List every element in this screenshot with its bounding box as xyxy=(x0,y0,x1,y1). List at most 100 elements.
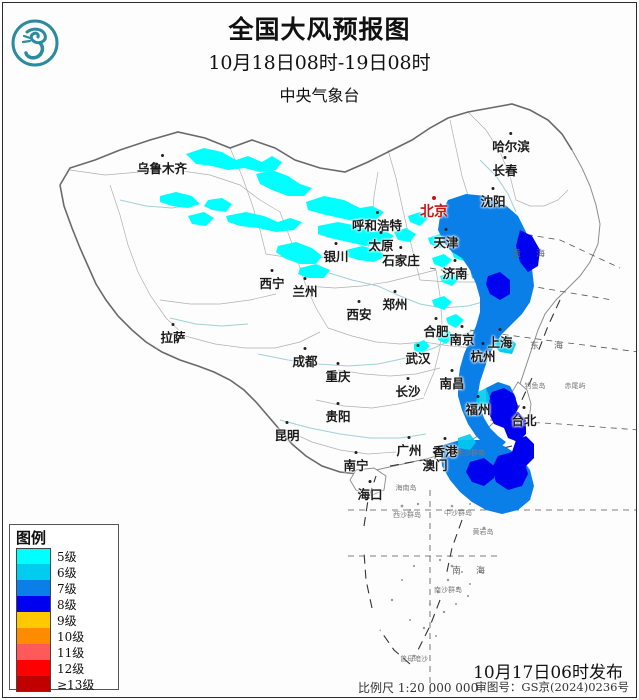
city-label: 拉萨 xyxy=(160,323,186,346)
map-title: 全国大风预报图 xyxy=(228,15,411,44)
city-name: 西安 xyxy=(346,307,372,322)
city-label: 成都 xyxy=(292,347,318,370)
city-marker-dot xyxy=(503,156,507,159)
city-label: 台北 xyxy=(511,406,537,429)
sea-feature-label: 南沙群岛 xyxy=(434,586,462,594)
issue-time: 10月17日06时发布 xyxy=(473,663,623,683)
city-marker-dot xyxy=(357,300,361,303)
city-label: 重庆 xyxy=(325,362,351,385)
city-marker-dot xyxy=(498,328,502,331)
city-label: 哈尔滨 xyxy=(492,132,530,155)
city-name: 福州 xyxy=(465,402,491,417)
city-name: 台北 xyxy=(511,413,537,428)
city-name: 海口 xyxy=(357,487,383,502)
city-marker-dot xyxy=(171,323,175,326)
city-label: 上海 xyxy=(487,328,513,351)
city-marker-dot xyxy=(160,154,164,157)
city-marker-dot xyxy=(334,242,338,245)
sea-feature-label: 海南岛 xyxy=(395,484,417,492)
legend-color-swatch xyxy=(16,548,51,564)
legend-label: 8级 xyxy=(57,597,77,612)
city-name: 石家庄 xyxy=(382,253,420,268)
city-name: 澳门 xyxy=(422,458,448,473)
city-label: 长沙 xyxy=(395,377,421,400)
legend-label: 12级 xyxy=(57,661,85,676)
legend-color-swatch xyxy=(16,580,51,596)
city-marker-dot xyxy=(285,421,289,424)
city-marker-dot xyxy=(354,451,358,454)
city-label: 海口 xyxy=(357,480,383,503)
city-name: 武汉 xyxy=(405,351,431,366)
city-marker-dot xyxy=(406,377,410,380)
legend-row: 7级 xyxy=(16,580,94,596)
national-boundary xyxy=(59,103,573,475)
city-name: 北京 xyxy=(420,204,448,220)
city-name: 郑州 xyxy=(382,297,408,312)
sea-feature-label: 东沙群岛 xyxy=(457,449,485,457)
city-label: 杭州 xyxy=(470,342,496,365)
city-marker-dot xyxy=(481,342,485,345)
city-label: 南京 xyxy=(449,325,475,348)
map-scale: 比例尺 1:20 000 000 xyxy=(358,681,479,695)
legend-row: 8级 xyxy=(16,596,94,612)
city-label: 郑州 xyxy=(382,290,408,313)
city-name: 天津 xyxy=(433,235,459,250)
sea-feature-label: 南 海 xyxy=(451,566,489,577)
city-marker-dot xyxy=(509,132,513,135)
city-name: 长春 xyxy=(492,163,518,178)
sea-feature-label: 中沙群岛 xyxy=(444,509,472,517)
city-name: 昆明 xyxy=(274,428,300,443)
city-name: 济南 xyxy=(442,266,468,281)
city-name: 兰州 xyxy=(292,284,318,299)
city-label: 南宁 xyxy=(343,451,369,474)
city-label: 天津 xyxy=(433,228,459,251)
city-name: 成都 xyxy=(292,354,318,369)
legend-color-swatch xyxy=(16,564,51,580)
sea-feature-label: 曾母暗沙 xyxy=(400,655,428,663)
city-marker-dot xyxy=(336,402,340,405)
city-name: 拉萨 xyxy=(160,330,186,345)
approval-number: 审图号：GS京(2024)0236号 xyxy=(475,680,629,694)
city-name: 合肥 xyxy=(423,324,449,339)
legend-row: 11级 xyxy=(16,644,94,660)
city-name: 杭州 xyxy=(470,349,496,364)
city-marker-dot xyxy=(432,196,436,200)
city-label: 西宁 xyxy=(259,269,285,292)
city-label: 广州 xyxy=(396,436,422,459)
legend-row: 6级 xyxy=(16,564,94,580)
city-marker-dot xyxy=(379,231,383,234)
city-label: 银川 xyxy=(323,242,349,265)
city-marker-dot xyxy=(434,317,438,320)
sea-feature-label: 西沙群岛 xyxy=(393,511,421,519)
legend-row: ≥13级 xyxy=(16,676,94,692)
city-name: 南京 xyxy=(449,332,475,347)
city-marker-dot xyxy=(303,277,307,280)
city-name: 贵阳 xyxy=(325,409,351,424)
city-label: 北京 xyxy=(420,196,448,221)
city-name: 广州 xyxy=(396,443,422,458)
cma-dragon-logo xyxy=(10,14,60,72)
city-label: 呼和浩特 xyxy=(352,211,402,234)
city-marker-dot xyxy=(460,325,464,328)
wind-area-level-5 xyxy=(160,148,476,354)
city-marker-dot xyxy=(433,451,437,454)
city-label: 福州 xyxy=(465,395,491,418)
city-label: 济南 xyxy=(442,259,468,282)
city-name: 西宁 xyxy=(259,276,285,291)
forecast-period: 10月18日08时-19日08时 xyxy=(208,52,431,74)
legend-row: 5级 xyxy=(16,548,94,564)
city-marker-dot xyxy=(453,259,457,262)
issuing-organization: 中央气象台 xyxy=(279,86,360,105)
city-label: 西安 xyxy=(346,300,372,323)
city-label: 石家庄 xyxy=(382,246,420,269)
city-marker-dot xyxy=(443,437,447,440)
city-marker-dot xyxy=(399,246,403,249)
legend-color-swatch xyxy=(16,644,51,660)
legend-rows: 5级 6级 7级 8级 9级 10级 11级 12级 ≥13级 xyxy=(16,548,94,692)
city-label: 南昌 xyxy=(439,369,465,392)
legend-label: 9级 xyxy=(57,613,77,628)
legend-row: 9级 xyxy=(16,612,94,628)
city-label: 合肥 xyxy=(423,317,449,340)
